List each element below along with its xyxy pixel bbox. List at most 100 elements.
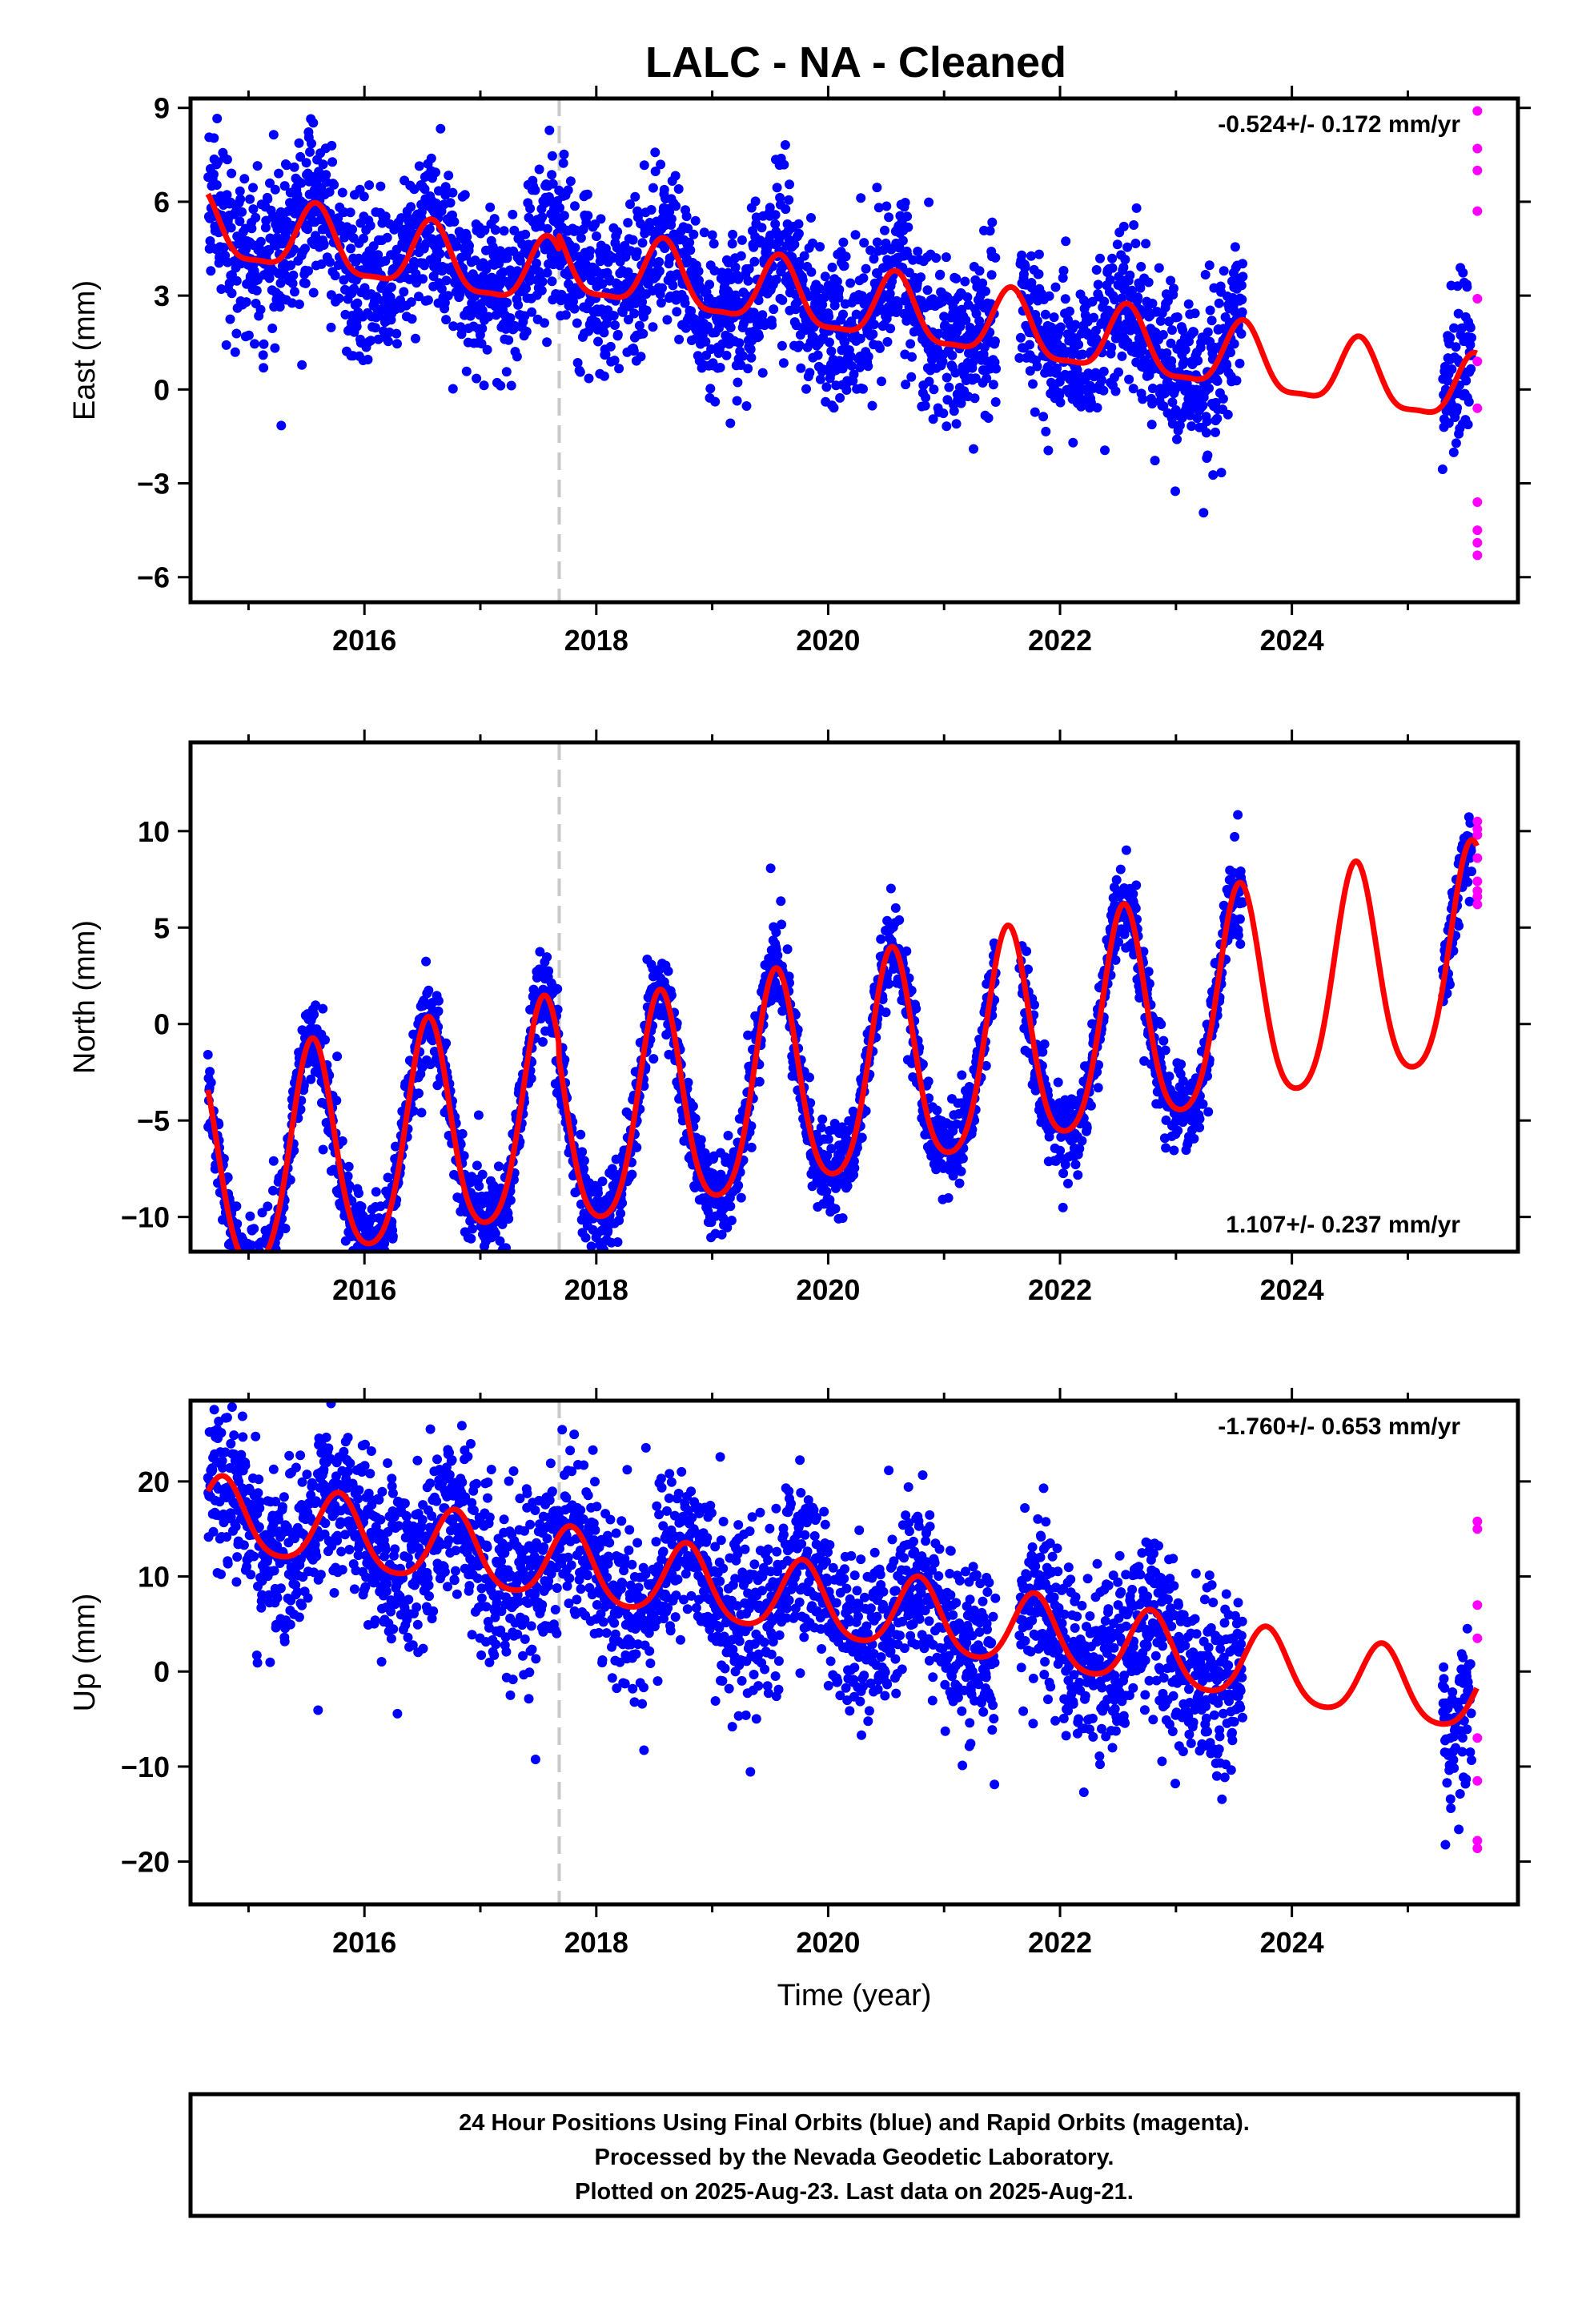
data-point [327,157,338,167]
data-point [208,169,219,179]
data-point [505,1195,516,1205]
data-point [489,214,500,224]
data-point [1032,316,1042,326]
data-point [399,287,409,297]
data-point [654,257,665,267]
data-point [884,979,894,989]
data-point [1198,400,1208,411]
data-point [365,220,375,231]
data-point [572,358,583,368]
data-point [990,397,1001,407]
data-point [1026,283,1037,293]
data-point [745,344,756,355]
data-point [532,258,541,268]
data-point [929,384,939,395]
data-point [1065,306,1074,316]
data-point [1183,299,1194,309]
data-point [1118,262,1129,272]
data-point [1238,271,1248,282]
data-point [301,158,311,168]
data-point [743,275,753,286]
data-point [931,253,942,263]
data-point [582,189,592,199]
data-point [1114,367,1123,377]
data-point [1186,421,1197,432]
data-point [924,197,934,207]
data-point [1143,277,1154,287]
data-point [1078,349,1088,360]
data-point [767,320,777,330]
data-point [1445,332,1456,343]
data-point [750,196,761,207]
data-point [364,180,375,191]
data-point [295,1104,306,1115]
data-point [908,255,918,265]
data-point [744,263,754,274]
data-point [608,311,619,321]
data-point [305,147,315,157]
data-point [1189,327,1199,337]
data-point [821,382,832,392]
data-point [270,184,280,195]
east-model-curve [205,192,1480,416]
rapid-point [1472,403,1483,413]
data-point [1451,438,1461,448]
data-point [805,368,815,378]
data-point [1443,418,1454,428]
data-point [484,312,494,322]
data-point [775,192,785,203]
data-point [1236,280,1247,291]
data-point [668,280,678,291]
y-tick-label: 9 [154,92,170,125]
data-point [902,211,913,222]
data-point [1200,270,1211,279]
data-point [387,1231,398,1241]
data-point [858,384,868,394]
data-point [725,418,736,428]
data-point [970,393,980,404]
data-point [838,309,848,320]
data-point [627,1169,637,1180]
data-point [806,267,817,277]
data-point [805,1072,814,1083]
data-point [508,209,518,219]
data-point [1097,375,1106,385]
data-point [737,235,747,245]
data-point [707,230,717,240]
data-point [882,336,893,347]
data-point [632,247,642,257]
data-point [1211,427,1220,437]
data-point [440,182,451,192]
data-point [663,966,673,976]
data-point [460,190,470,200]
data-point [300,243,310,254]
data-point [479,380,489,391]
data-point [1230,242,1240,252]
data-point [1178,325,1188,336]
data-point [1214,298,1224,308]
data-point [1237,295,1247,305]
data-point [255,236,266,247]
data-point [265,178,275,188]
data-point [337,187,347,198]
data-point [928,414,938,424]
data-point [290,287,299,297]
data-point [275,302,285,312]
data-point [1167,397,1178,408]
data-point [1203,450,1213,460]
data-point [526,1073,536,1084]
data-point [276,420,287,431]
data-point [227,168,237,179]
data-point [258,350,268,360]
data-point [1170,486,1180,497]
data-point [709,266,720,275]
data-point [559,211,569,221]
data-point [414,161,424,171]
data-point [981,286,990,296]
data-point [770,210,781,220]
data-point [584,373,594,384]
data-point [924,376,934,387]
data-point [988,380,998,390]
data-point [736,251,746,261]
data-point [793,219,804,229]
